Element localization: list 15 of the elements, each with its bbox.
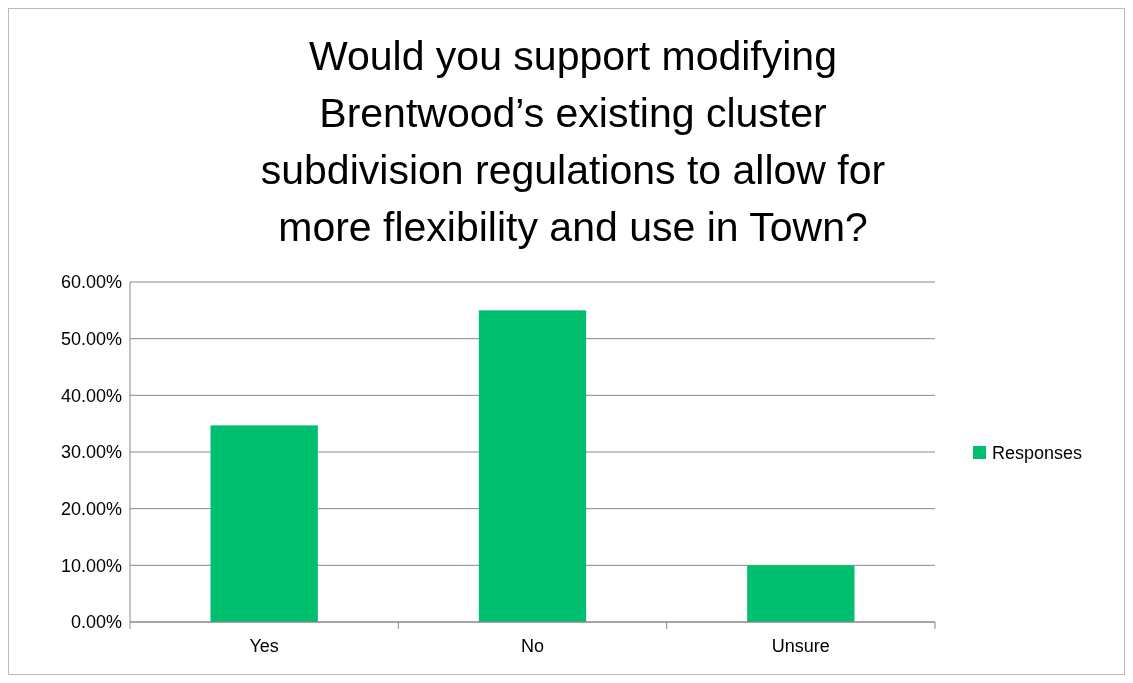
x-tick-label: Unsure bbox=[771, 636, 830, 656]
x-tick-label: Yes bbox=[249, 636, 279, 656]
chart-title: Would you support modifying Brentwood’s existing cluster subdivision regulations to allow for more flexibility and use in Town? bbox=[260, 33, 886, 250]
x-tick-label: No bbox=[520, 636, 545, 656]
bar bbox=[210, 425, 318, 622]
bar bbox=[747, 565, 855, 622]
y-tick-label: 30.00% bbox=[60, 442, 122, 463]
y-tick-label: 10.00% bbox=[60, 555, 122, 576]
y-tick-label: 0.00% bbox=[70, 612, 122, 633]
y-tick-label: 40.00% bbox=[60, 385, 122, 406]
legend-label: Responses bbox=[992, 443, 1083, 464]
y-tick-label: 20.00% bbox=[60, 498, 122, 519]
bar bbox=[478, 310, 587, 622]
y-tick-label: 50.00% bbox=[60, 328, 122, 349]
y-tick-label: 60.00% bbox=[60, 272, 122, 293]
